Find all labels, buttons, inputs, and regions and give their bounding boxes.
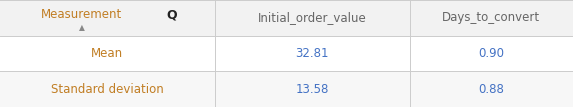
Text: Q: Q xyxy=(167,8,177,22)
Bar xyxy=(0,36,573,71)
Text: Standard deviation: Standard deviation xyxy=(51,83,164,96)
Text: ▲: ▲ xyxy=(79,23,85,32)
Text: Mean: Mean xyxy=(91,47,124,60)
Text: 0.88: 0.88 xyxy=(478,83,504,96)
Text: 32.81: 32.81 xyxy=(296,47,329,60)
Bar xyxy=(0,71,573,107)
Text: 13.58: 13.58 xyxy=(296,83,329,96)
Text: Days_to_convert: Days_to_convert xyxy=(442,11,540,24)
Text: Initial_order_value: Initial_order_value xyxy=(258,11,367,24)
Text: Measurement: Measurement xyxy=(41,8,122,22)
Bar xyxy=(0,0,573,36)
Text: 0.90: 0.90 xyxy=(478,47,504,60)
